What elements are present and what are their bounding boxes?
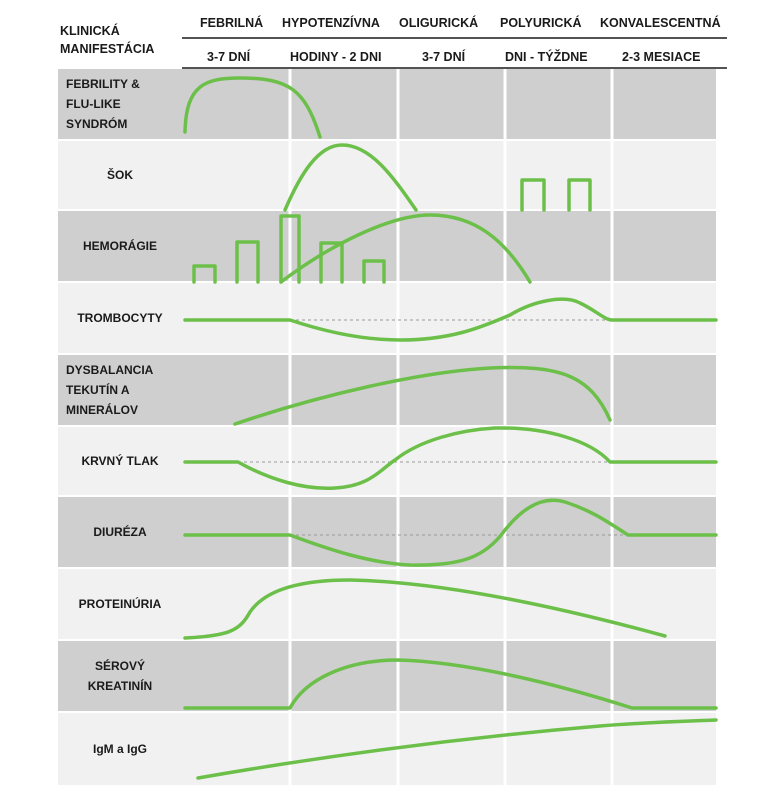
row-band-6 (58, 426, 716, 496)
phase-oliguricka-duration: 3-7 DNÍ (422, 50, 466, 64)
row-label-trombocyty: TROMBOCYTY (77, 311, 163, 325)
sok-pulse-1 (520, 178, 546, 212)
sok-pulse-2 (567, 178, 592, 212)
diureza-curve (183, 498, 718, 567)
corner-label: KLINICKÁ MANIFESTÁCIA (60, 24, 155, 56)
row-label-dysbalancia: DYSBALANCIA TEKUTÍN A MINERÁLOV (66, 363, 154, 417)
phase-oliguricka-name: OLIGURICKÁ (399, 16, 479, 30)
phase-konvalescentna-name: KONVALESCENTNÁ (600, 16, 721, 30)
kreatinin-curve (183, 658, 718, 710)
row-label-kreatinin: SÉROVÝ KREATINÍN (87, 659, 153, 693)
row-label-proteinuria: PROTEINÚRIA (78, 597, 162, 611)
dysbalancia-curve (233, 365, 612, 426)
header-lines (182, 37, 727, 69)
phase-febrilna-name: FEBRILNÁ (200, 16, 264, 30)
row-label-krvny-tlak: KRVNÝ TLAK (81, 454, 159, 468)
row-band-2 (58, 140, 716, 210)
row-label-sok: ŠOK (106, 168, 133, 182)
krvny-tlak-curve (183, 426, 718, 491)
row-band-8 (58, 568, 716, 640)
phase-konvalescentna-duration: 2-3 MESIACE (622, 50, 701, 64)
hemoragie-bar-5 (362, 259, 386, 284)
row-band-1 (58, 68, 716, 140)
febrility-curve (183, 76, 322, 139)
phase-hypotenzivna-duration: HODINY - 2 DNI (290, 50, 382, 64)
hemoragie-bar-4 (319, 241, 344, 284)
row-label-igm-igg: IgM a IgG (93, 741, 147, 756)
hemoragie-bar-3 (279, 214, 301, 284)
hemoragie-bar-2 (235, 240, 260, 284)
proteinuria-curve (183, 578, 667, 640)
trombocyty-curve (183, 297, 718, 342)
curves (183, 76, 718, 780)
hemoragie-bar-1 (192, 264, 217, 284)
sok-curve (283, 143, 418, 212)
row-label-febrility: FEBRILITY & FLU-LIKE SYNDRÓM (66, 77, 140, 131)
phase-febrilna-duration: 3-7 DNÍ (207, 50, 251, 64)
phase-polyuricka-name: POLYURICKÁ (500, 16, 582, 30)
phase-hypotenzivna-name: HYPOTENZÍVNA (282, 16, 380, 30)
row-band-7 (58, 496, 716, 568)
phase-polyuricka-duration: DNI - TÝŽDNE (505, 50, 588, 64)
row-label-diureza: DIURÉZA (93, 525, 147, 539)
row-label-hemoragie: HEMORÁGIE (82, 239, 157, 253)
hemoragie-curve (279, 213, 532, 284)
igm-igg-curve (196, 718, 718, 780)
